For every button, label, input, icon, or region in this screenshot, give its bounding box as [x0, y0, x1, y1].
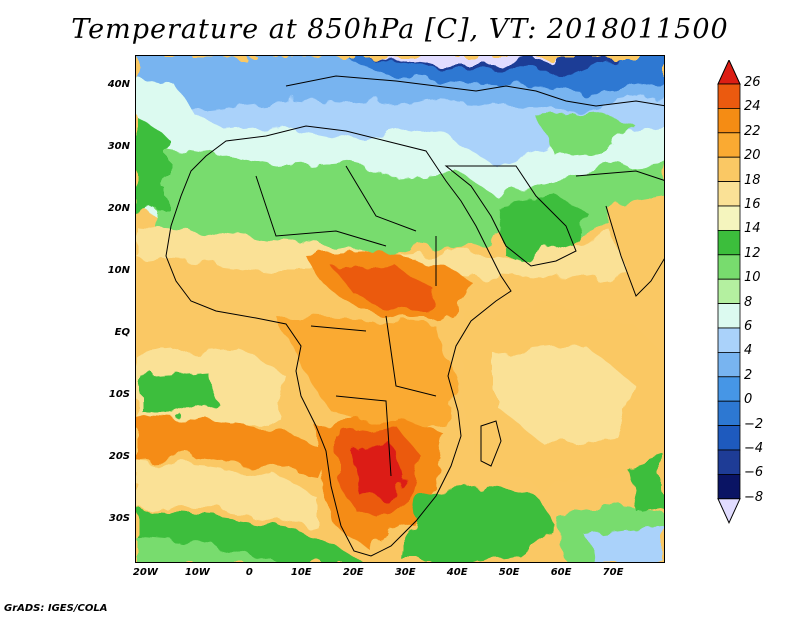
colorbar-segment [717, 303, 741, 329]
colorbar-tick-label: 14 [744, 221, 761, 237]
east-indian-green [626, 456, 664, 511]
south-atlantic-pale-band [136, 461, 316, 526]
latitude-tick-label: 10N [107, 264, 130, 276]
map-title: Temperature at 850hPa [C], VT: 201801150… [71, 14, 729, 45]
congo-warm [276, 316, 456, 436]
colorbar-tick-label: 16 [744, 197, 761, 212]
longitude-tick-label: 20W [132, 567, 158, 578]
south-atlantic-warm-band [136, 416, 326, 476]
india-warm [606, 196, 664, 306]
south-indian-green [406, 486, 556, 562]
colorbar-top-triangle [717, 60, 741, 85]
south-indian-cold [586, 526, 664, 562]
south-atlantic-green-pocket [141, 371, 216, 416]
southern-africa-hottest [351, 444, 404, 501]
sahel-pale-band [136, 226, 664, 281]
longitude-tick-label: 70E [602, 567, 624, 578]
middle-east-green [536, 111, 636, 156]
colorbar-segment [717, 156, 741, 182]
colorbar-tick-label: 12 [744, 245, 761, 261]
central-africa-hot [336, 266, 436, 311]
colorbar-tick-label: −4 [744, 441, 764, 456]
colorbar-tick-label: 8 [744, 294, 753, 310]
colorbar-segment [717, 400, 741, 427]
longitude-tick-label: 0 [245, 567, 253, 578]
latitude-tick-label: 20S [108, 450, 130, 462]
colorbar-segment [717, 473, 741, 500]
colorbar-tick-label: −2 [744, 416, 764, 432]
longitude-tick-label: 10E [290, 567, 312, 578]
longitude-tick-label: 40E [446, 567, 468, 578]
colorbar-tick-label: 0 [744, 392, 753, 408]
temperature-map [136, 56, 664, 562]
colorbar-tick-label: 20 [744, 148, 761, 164]
colorbar-tick-label: 4 [744, 343, 753, 359]
colorbar-segment [717, 327, 741, 353]
coastlines [165, 75, 664, 557]
colorbar-segment [717, 449, 741, 475]
credit-text: GrADS: IGES/COLA [4, 603, 108, 614]
colorbar-segment [717, 254, 741, 280]
colorbar-tick-label: 10 [744, 270, 761, 286]
colorbar-segment [717, 132, 741, 158]
colorbar-segment [717, 425, 741, 451]
below-scale-band [376, 56, 556, 64]
colorbar-tick-label: −8 [744, 489, 764, 505]
colorbar [717, 60, 741, 525]
colorbar-tick-label: 26 [744, 75, 761, 90]
atlantic-green-north [136, 116, 166, 216]
latitude-tick-label: 30S [108, 512, 130, 524]
colorbar-segment [717, 181, 741, 207]
colorbar-tick-label: 2 [744, 367, 753, 383]
indian-ocean-pale [496, 346, 636, 446]
longitude-tick-label: 30E [394, 567, 416, 578]
map-panel [135, 55, 665, 563]
longitude-tick-label: 10W [184, 567, 210, 578]
colorbar-tick-label: 22 [744, 123, 761, 139]
longitude-tick-label: 60E [550, 567, 572, 578]
longitude-tick-label: 50E [498, 567, 520, 578]
colorbar-segment [717, 108, 741, 134]
colorbar-segment [717, 376, 741, 402]
colorbar-segment [717, 351, 741, 378]
south-atlantic-cool [136, 536, 279, 562]
latitude-tick-label: 40N [107, 78, 130, 90]
colorbar-bottom-triangle [717, 498, 741, 525]
colorbar-tick-label: 6 [744, 319, 753, 334]
latitude-tick-label: EQ [114, 326, 130, 338]
colorbar-tick-label: −6 [744, 465, 764, 481]
colorbar-segment [717, 83, 741, 109]
colorbar-tick-label: 24 [744, 99, 761, 115]
colorbar-segment [717, 278, 741, 304]
latitude-tick-label: 10S [108, 388, 130, 400]
latitude-tick-label: 20N [107, 202, 130, 214]
colorbar-segment [717, 229, 741, 256]
colorbar-tick-label: 18 [744, 172, 761, 188]
latitude-tick-label: 30N [107, 140, 130, 152]
longitude-tick-label: 20E [342, 567, 364, 578]
colorbar-segment [717, 205, 741, 231]
